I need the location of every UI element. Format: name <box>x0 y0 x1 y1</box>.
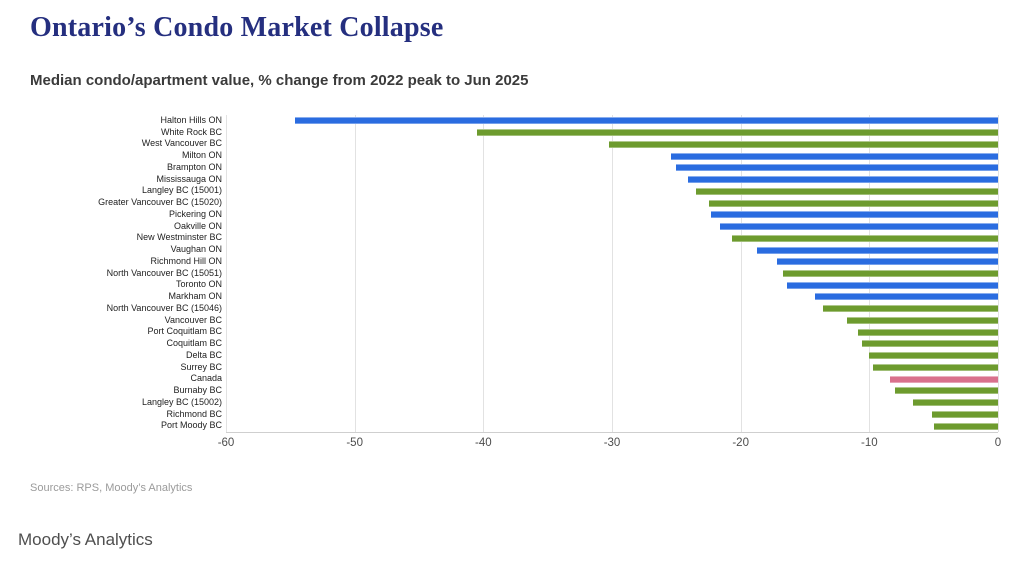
category-label: Toronto ON <box>175 279 222 290</box>
category-labels: Halton Hills ON White Rock BC West Vancouv… <box>0 115 222 432</box>
category-label: Markham ON <box>168 291 222 302</box>
bar-north-vancouver-bc-15046 <box>823 305 998 313</box>
gridline <box>998 115 999 432</box>
bar-white-rock-bc <box>476 129 998 137</box>
bar-coquitlam-bc <box>861 340 998 348</box>
bar-langley-bc-15001 <box>695 187 998 195</box>
bar-brampton-on <box>676 164 998 172</box>
plot-area <box>226 115 999 433</box>
bar-port-coquitlam-bc <box>857 328 998 336</box>
x-tick-label: -60 <box>217 437 235 449</box>
bar-toronto-on <box>787 281 998 289</box>
bar-oakville-on <box>720 223 998 231</box>
category-label: Milton ON <box>181 150 222 161</box>
bar-north-vancouver-bc-15051 <box>783 270 998 277</box>
x-axis: -60 -50 -40 -30 -20 -10 0 <box>218 437 1002 453</box>
bar-surrey-bc <box>873 363 998 371</box>
category-label: Brampton ON <box>166 161 222 172</box>
gridline <box>740 115 742 432</box>
category-label: North Vancouver BC (15046) <box>106 302 222 313</box>
category-label: West Vancouver BC <box>141 138 222 149</box>
bar-chart: Halton Hills ON White Rock BC West Vancouv… <box>0 115 1024 433</box>
x-tick-label: -20 <box>732 437 749 449</box>
category-label: Vancouver BC <box>164 314 222 325</box>
category-label: Port Moody BC <box>160 420 222 431</box>
bar-west-vancouver-bc <box>609 140 998 148</box>
bar-burnaby-bc <box>895 387 998 395</box>
bar-greater-vancouver-bc-15020 <box>708 199 998 207</box>
bar-markham-on <box>815 293 998 301</box>
category-label: Surrey BC <box>180 361 222 372</box>
category-label: New Westminster BC <box>136 232 222 243</box>
category-label: Greater Vancouver BC (15020) <box>98 197 222 208</box>
bar-pickering-on <box>711 211 998 219</box>
category-label: Delta BC <box>185 349 222 360</box>
category-label: Oakville ON <box>173 220 222 231</box>
category-label: Burnaby BC <box>173 385 222 396</box>
gridline <box>354 115 356 432</box>
x-tick-label: -50 <box>346 437 363 449</box>
chart-subtitle: Median condo/apartment value, % change f… <box>30 72 529 89</box>
category-label: North Vancouver BC (15051) <box>106 267 222 278</box>
category-label: Langley BC (15002) <box>141 396 222 407</box>
bar-mississauga-on <box>687 176 998 184</box>
category-label: Mississauga ON <box>156 173 222 184</box>
bar-vancouver-bc <box>847 316 998 324</box>
category-label: Richmond Hill ON <box>150 255 222 266</box>
bar-richmond-hill-on <box>776 258 998 266</box>
bar-vaughan-on <box>757 246 998 254</box>
category-label: Langley BC (15001) <box>141 185 222 196</box>
category-label: Pickering ON <box>168 208 222 219</box>
bar-canada <box>889 375 998 383</box>
bar-milton-on <box>671 152 998 160</box>
bar-delta-bc <box>869 352 998 360</box>
bar-langley-bc-15002 <box>913 399 998 407</box>
bar-halton-hills-on <box>295 117 998 125</box>
chart-title: Ontario’s Condo Market Collapse <box>30 12 444 43</box>
gridline <box>226 115 227 432</box>
x-tick-label: 0 <box>994 437 1002 449</box>
category-label: Port Coquitlam BC <box>147 326 222 337</box>
brand-footer: Moody’s Analytics <box>18 530 153 549</box>
category-label: Vaughan ON <box>170 244 222 255</box>
category-label: Coquitlam BC <box>166 338 222 349</box>
bar-richmond-bc <box>932 410 998 418</box>
x-tick-label: -10 <box>861 437 878 449</box>
bar-port-moody-bc <box>933 422 998 430</box>
category-label: White Rock BC <box>160 126 222 137</box>
category-label: Halton Hills ON <box>160 115 222 125</box>
sources-note: Sources: RPS, Moody’s Analytics <box>30 482 193 494</box>
bar-new-westminster-bc <box>731 234 998 242</box>
x-tick-label: -40 <box>475 437 492 449</box>
category-label: Richmond BC <box>166 408 222 419</box>
category-label: Canada <box>190 373 222 384</box>
gridline <box>483 115 485 432</box>
gridline <box>612 115 613 432</box>
x-tick-label: -30 <box>603 437 621 449</box>
